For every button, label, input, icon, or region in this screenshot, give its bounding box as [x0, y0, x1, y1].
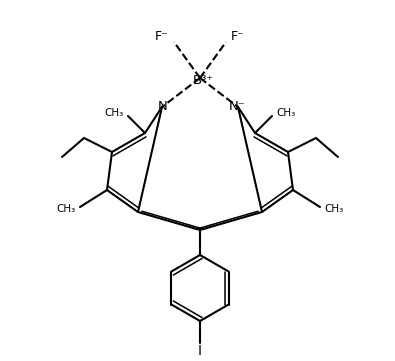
- Text: CH₃: CH₃: [276, 108, 295, 118]
- Text: N⁻: N⁻: [229, 100, 245, 113]
- Text: F⁻: F⁻: [155, 30, 169, 43]
- Text: CH₃: CH₃: [57, 204, 76, 214]
- Text: CH₃: CH₃: [324, 204, 343, 214]
- Text: F⁻: F⁻: [231, 30, 245, 43]
- Text: I: I: [198, 344, 202, 358]
- Text: N: N: [158, 100, 168, 113]
- Text: B³⁺: B³⁺: [192, 74, 214, 87]
- Text: CH₃: CH₃: [105, 108, 124, 118]
